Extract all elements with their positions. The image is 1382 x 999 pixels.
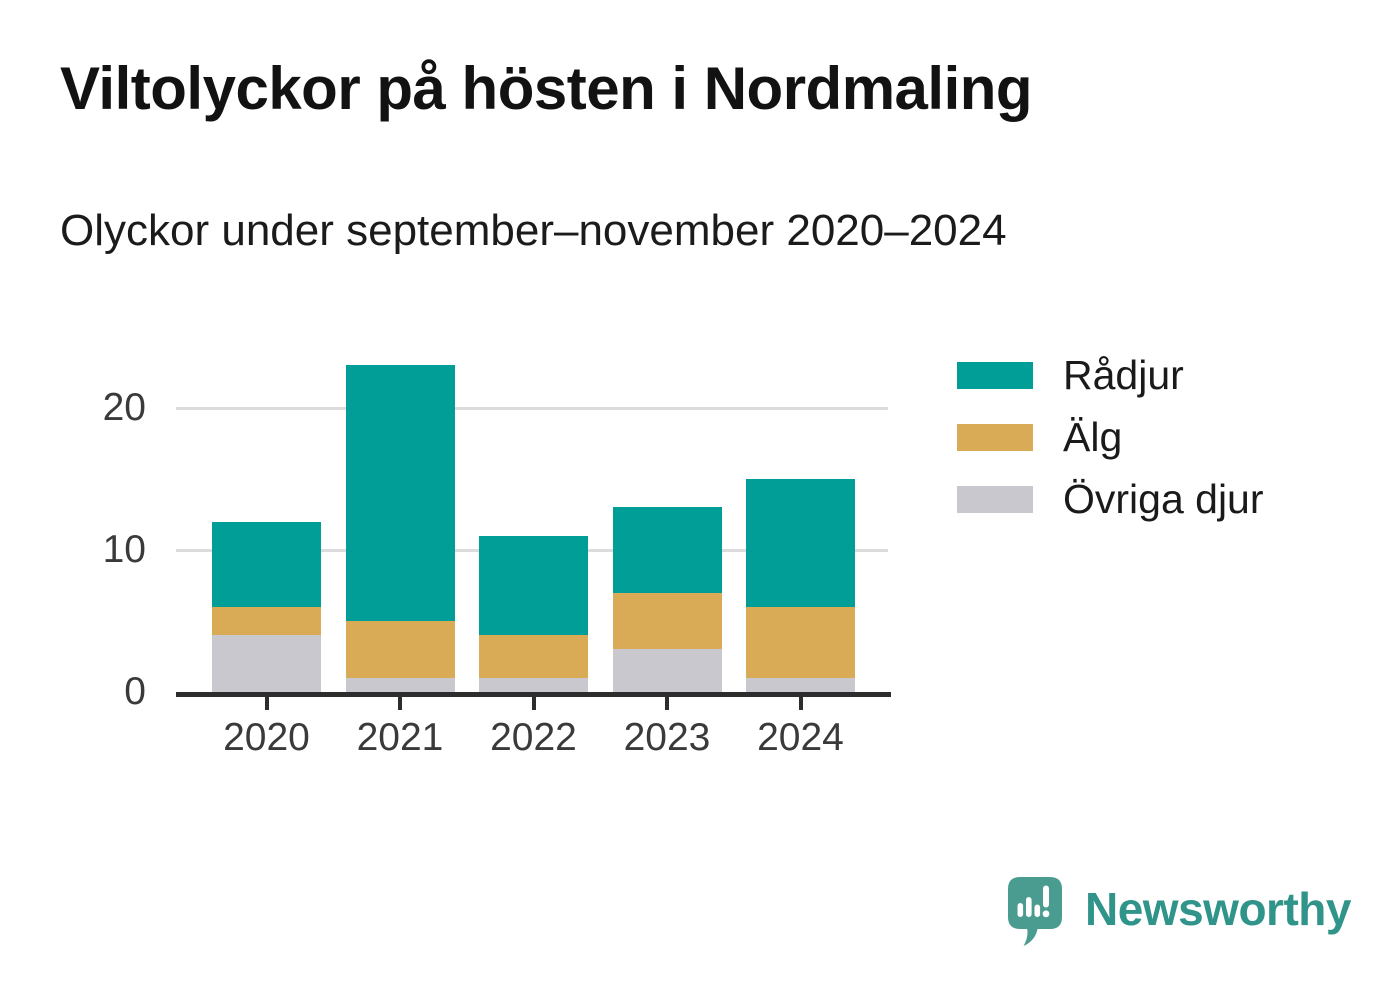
x-axis-line — [176, 692, 891, 697]
bar-segment-2024-övriga-djur — [746, 677, 855, 692]
bar-segment-2021-älg — [345, 621, 455, 678]
y-tick-label: 20 — [102, 386, 146, 429]
x-tick-label: 2023 — [623, 716, 711, 759]
y-tick-label: 10 — [102, 528, 146, 571]
chart-title: Viltolyckor på hösten i Nordmaling — [60, 55, 1033, 122]
bar-segment-2023-övriga-djur — [612, 649, 722, 692]
newsworthy-branding: Newsworthy — [1007, 876, 1351, 948]
x-tick-label: 2022 — [490, 716, 577, 759]
x-tick — [531, 697, 536, 710]
legend-label: Övriga djur — [1063, 475, 1264, 522]
bar-segment-2021-övriga-djur — [345, 677, 455, 692]
bar-segment-2024-rådjur — [746, 479, 855, 607]
x-tick-label: 2021 — [356, 716, 444, 759]
newsworthy-logo-icon — [1008, 877, 1062, 946]
y-tick-label: 0 — [124, 670, 146, 713]
bar-segment-2020-älg — [212, 606, 321, 636]
legend-item: Rådjur — [957, 351, 1264, 398]
legend-item: Övriga djur — [957, 475, 1264, 522]
bar-segment-2020-övriga-djur — [212, 635, 321, 692]
bar-segment-2022-rådjur — [479, 535, 588, 636]
logo-exclamation-bar — [1043, 885, 1049, 908]
legend-swatch — [957, 485, 1033, 513]
logo-exclamation-dot — [1042, 910, 1050, 918]
x-tick-label: 2024 — [757, 716, 844, 759]
x-tick — [665, 697, 669, 710]
legend-swatch — [957, 423, 1033, 451]
legend-label: Rådjur — [1063, 351, 1184, 398]
legend-item: Älg — [957, 413, 1264, 460]
bar-segment-2023-rådjur — [612, 507, 722, 593]
legend-swatch — [957, 361, 1033, 389]
x-tick-label: 2020 — [223, 716, 310, 759]
bar-segment-2020-rådjur — [212, 521, 321, 607]
logo-bar-chart-glyph — [1017, 885, 1050, 918]
x-tick — [398, 697, 402, 710]
bar-segment-2024-älg — [746, 606, 855, 678]
gridline — [176, 406, 888, 410]
bar-segment-2021-rådjur — [345, 365, 455, 621]
bar-segment-2022-övriga-djur — [479, 677, 588, 692]
x-tick — [264, 697, 269, 710]
bar-segment-2022-älg — [479, 635, 588, 678]
legend-label: Älg — [1063, 413, 1123, 460]
newsworthy-wordmark: Newsworthy — [1085, 883, 1351, 935]
x-tick — [798, 697, 803, 710]
bar-segment-2023-älg — [612, 592, 722, 650]
chart-legend: Rådjur Älg Övriga djur — [957, 351, 1264, 540]
chart-subtitle: Olyckor under september–november 2020–20… — [60, 206, 1007, 255]
